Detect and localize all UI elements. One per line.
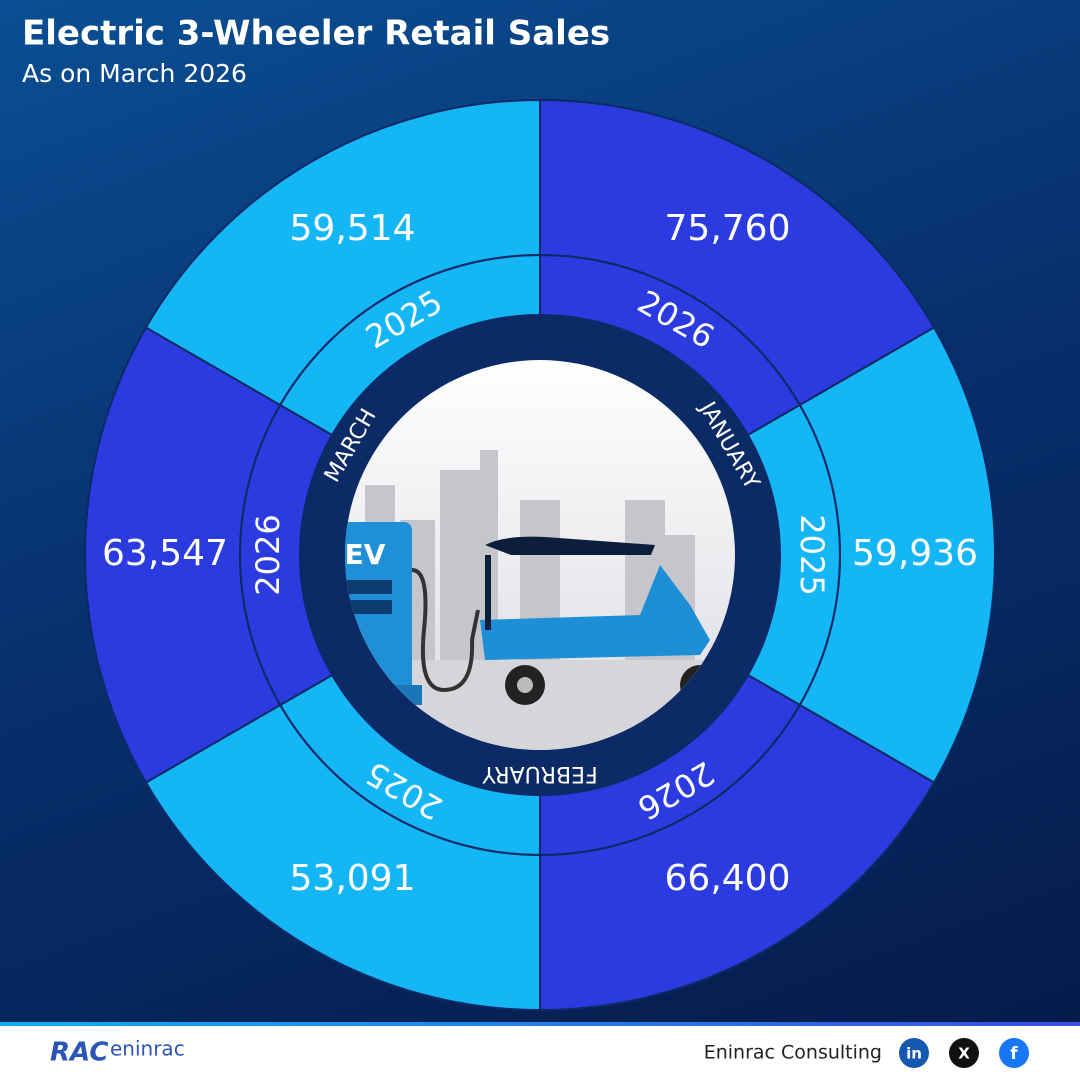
value-label: 59,936 [852, 533, 978, 574]
brand: Eninrac Consulting [704, 1042, 882, 1064]
svg-text:EV: EV [345, 538, 386, 571]
value-label: 63,547 [102, 533, 228, 574]
year-ring-edge [239, 254, 841, 856]
logo-mark: RAC [50, 1038, 108, 1068]
x-icon[interactable] [949, 1038, 979, 1068]
value-label: 59,514 [290, 208, 416, 249]
value-label: 66,400 [665, 858, 791, 899]
year-label: 2026 [249, 514, 287, 595]
facebook-icon[interactable] [999, 1038, 1029, 1068]
x-label[interactable]: X [958, 1045, 970, 1063]
month-label: FEBRUARY [482, 761, 598, 786]
value-label: 75,760 [665, 208, 791, 249]
title: Electric 3-Wheeler Retail Sales [22, 14, 610, 54]
logo-name: eninrac [110, 1037, 185, 1061]
linkedin-label[interactable]: in [906, 1045, 922, 1063]
year-label: 2025 [793, 514, 831, 595]
value-label: 53,091 [290, 858, 416, 899]
footer-line [0, 1022, 1080, 1026]
facebook-label[interactable]: f [1010, 1044, 1018, 1064]
linkedin-icon[interactable] [899, 1038, 929, 1068]
subtitle: As on March 2026 [22, 59, 247, 88]
